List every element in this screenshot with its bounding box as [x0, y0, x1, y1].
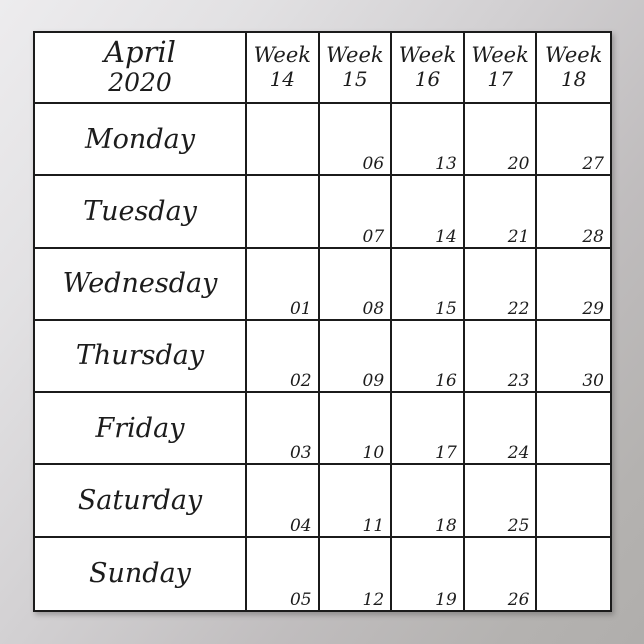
week-header-16: Week 16	[392, 33, 465, 104]
date-cell: 04	[247, 465, 320, 538]
week-label: Week	[253, 42, 312, 67]
date-cell: 28	[537, 176, 610, 249]
day-label-sunday: Sunday	[35, 537, 247, 610]
week-label: Week	[471, 42, 529, 67]
date-cell: 03	[247, 393, 320, 466]
date-value: 18	[435, 515, 457, 536]
date-value: 24	[507, 443, 530, 464]
week-number: 17	[487, 67, 513, 92]
date-cell: 15	[392, 248, 465, 321]
date-value: 20	[507, 154, 530, 175]
week-header-17: Week 17	[464, 33, 538, 104]
week-number: 15	[342, 67, 368, 92]
day-label-saturday: Saturday	[35, 465, 247, 538]
date-cell: 23	[464, 320, 538, 394]
week-number: 14	[269, 67, 296, 92]
date-value: 14	[435, 226, 457, 247]
date-value: 23	[507, 371, 530, 392]
date-cell: 19	[392, 537, 465, 610]
date-cell	[537, 465, 610, 538]
date-value: 06	[362, 154, 385, 175]
week-number: 18	[560, 67, 587, 92]
date-cell: 22	[464, 248, 538, 321]
date-value: 13	[435, 154, 457, 175]
date-cell: 30	[537, 320, 610, 394]
date-value: 25	[507, 515, 530, 536]
date-cell	[537, 393, 610, 466]
week-header-18: Week 18	[537, 33, 610, 104]
date-cell: 25	[464, 465, 538, 538]
date-cell: 06	[319, 104, 393, 177]
week-header-15: Week 15	[319, 33, 393, 104]
date-value: 11	[362, 515, 385, 536]
date-cell: 27	[537, 104, 610, 177]
date-cell	[537, 537, 610, 610]
week-label: Week	[398, 42, 457, 67]
date-cell: 17	[392, 393, 465, 466]
day-label-tuesday: Tuesday	[35, 176, 247, 249]
date-cell: 16	[392, 320, 465, 394]
date-value: 05	[289, 589, 312, 610]
date-cell: 07	[319, 176, 393, 249]
date-value: 21	[507, 226, 530, 247]
date-cell: 10	[319, 393, 393, 466]
date-value: 01	[289, 298, 312, 319]
date-cell: 20	[464, 104, 538, 177]
date-value: 30	[582, 371, 604, 392]
date-value: 16	[435, 371, 457, 392]
date-value: 08	[362, 298, 385, 319]
date-value: 22	[507, 298, 530, 319]
date-value: 07	[362, 226, 385, 247]
date-cell: 12	[319, 537, 393, 610]
date-value: 03	[289, 443, 312, 464]
date-cell: 13	[392, 104, 465, 177]
date-cell: 09	[319, 320, 393, 394]
date-cell	[247, 104, 320, 177]
date-value: 12	[362, 589, 385, 610]
date-cell: 05	[247, 537, 320, 610]
date-cell: 26	[464, 537, 538, 610]
day-label-wednesday: Wednesday	[35, 248, 247, 321]
week-header-14: Week 14	[247, 33, 320, 104]
date-cell: 02	[247, 320, 320, 394]
week-label: Week	[326, 42, 384, 67]
date-value: 26	[507, 589, 530, 610]
day-label-thursday: Thursday	[35, 320, 247, 394]
date-cell: 08	[319, 248, 393, 321]
date-cell: 11	[319, 465, 393, 538]
month-title: April	[104, 34, 176, 69]
date-value: 10	[362, 443, 385, 464]
date-cell: 24	[464, 393, 538, 466]
date-cell: 29	[537, 248, 610, 321]
date-value: 15	[435, 298, 457, 319]
date-value: 02	[289, 371, 312, 392]
year-label: 2020	[108, 68, 172, 98]
date-cell: 14	[392, 176, 465, 249]
date-cell: 18	[392, 465, 465, 538]
week-label: Week	[544, 42, 603, 67]
calendar-poster: April 2020 Week 14 Week 15 Week 16 Week …	[33, 31, 612, 612]
date-value: 28	[582, 226, 604, 247]
date-cell: 01	[247, 248, 320, 321]
date-value: 27	[582, 154, 604, 175]
date-value: 04	[289, 515, 312, 536]
date-value: 09	[362, 371, 385, 392]
day-label-monday: Monday	[35, 104, 247, 177]
day-label-friday: Friday	[35, 393, 247, 466]
month-header-cell: April 2020	[35, 33, 247, 104]
week-number: 16	[414, 67, 441, 92]
date-cell	[247, 176, 320, 249]
date-value: 29	[582, 298, 604, 319]
date-cell: 21	[464, 176, 538, 249]
date-value: 17	[435, 443, 457, 464]
date-value: 19	[435, 589, 457, 610]
